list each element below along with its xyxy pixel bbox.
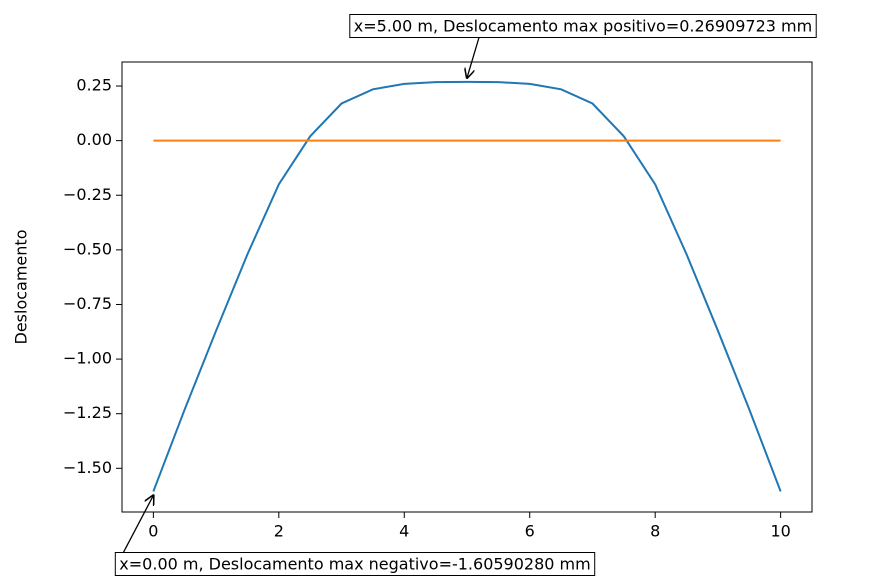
y-tick-label: −1.00	[63, 349, 112, 368]
y-tick-label: 0.25	[76, 76, 112, 95]
annotation-box	[349, 14, 817, 38]
annotation-text: x=5.00 m, Deslocamento max positivo=0.26…	[354, 17, 812, 36]
y-tick-label: 0.00	[76, 130, 112, 149]
plot-frame	[121, 61, 813, 513]
y-tick-label: −0.75	[63, 294, 112, 313]
line-series	[152, 80, 782, 492]
y-tick-label: −0.25	[63, 185, 112, 204]
x-tick-label: 2	[274, 522, 284, 541]
x-tick-label: 10	[770, 522, 790, 541]
y-tick-label: −0.50	[63, 239, 112, 258]
x-tick-label: 8	[650, 522, 660, 541]
y-tick-label: −1.25	[63, 403, 112, 422]
annotation-box	[114, 552, 596, 576]
annotation-text: x=0.00 m, Deslocamento max negativo=-1.6…	[119, 555, 590, 574]
annotation-arrow	[122, 495, 153, 553]
x-tick-label: 6	[525, 522, 535, 541]
y-axis-label: Deslocamento	[12, 230, 31, 345]
x-tick-label: 4	[399, 522, 409, 541]
x-tick-label: 0	[148, 522, 158, 541]
annotation-arrow	[467, 37, 480, 78]
y-tick-label: −1.50	[63, 458, 112, 477]
